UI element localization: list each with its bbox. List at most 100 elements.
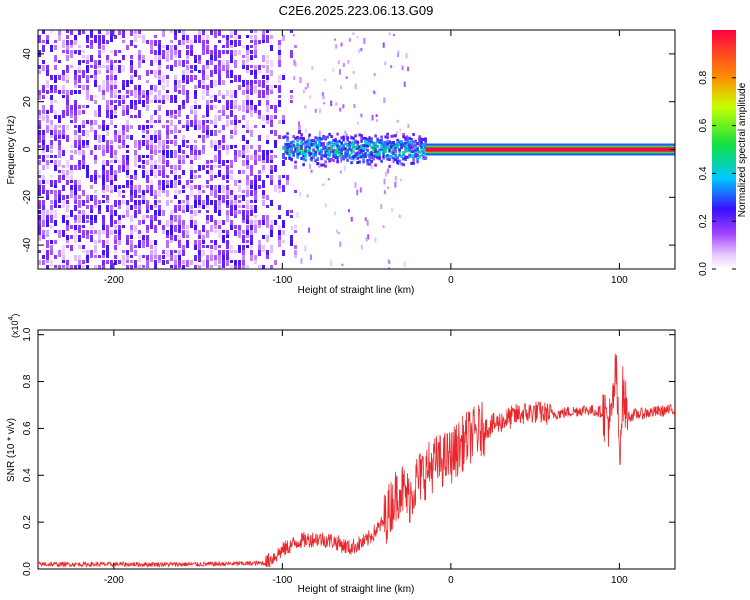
- heatmap-cell: [150, 120, 153, 124]
- heatmap-cell: [178, 250, 181, 256]
- heatmap-cell: [414, 146, 417, 150]
- heatmap-cell: [174, 85, 177, 92]
- heatmap-cell: [150, 255, 153, 262]
- heatmap-cell: [174, 135, 177, 139]
- heatmap-cell: [234, 30, 237, 37]
- heatmap-cell: [412, 133, 415, 137]
- heatmap-cell: [74, 180, 77, 185]
- heatmap-cell: [166, 145, 169, 149]
- heatmap-cell: [222, 110, 225, 116]
- heatmap-cell: [166, 55, 169, 62]
- heatmap-cell: [42, 190, 45, 194]
- heatmap-cell: [222, 145, 225, 150]
- heatmap-cell: [110, 185, 113, 193]
- heatmap-cell: [46, 40, 49, 44]
- heatmap-cell: [314, 144, 317, 148]
- heatmap-cell: [350, 143, 353, 147]
- heatmap-cell: [246, 185, 249, 192]
- heatmap-cell: [218, 220, 221, 224]
- heatmap-cell: [250, 85, 253, 92]
- heatmap-cell: [134, 35, 137, 42]
- heatmap-cell: [146, 170, 149, 177]
- heatmap-cell: [246, 50, 249, 56]
- heatmap-cell: [406, 148, 409, 152]
- heatmap-cell: [110, 75, 113, 81]
- heatmap-cell: [352, 32, 355, 35]
- heatmap-cell: [182, 265, 185, 269]
- heatmap-cell: [58, 190, 61, 195]
- heatmap-cell: [254, 260, 257, 264]
- heatmap-cell: [282, 230, 285, 235]
- heatmap-cell: [372, 144, 375, 148]
- heatmap-cell: [178, 50, 181, 58]
- heatmap-cell: [50, 240, 53, 244]
- heatmap-cell: [98, 125, 101, 129]
- heatmap-cell: [74, 115, 77, 123]
- heatmap-cell: [122, 145, 125, 148]
- heatmap-cell: [162, 190, 165, 193]
- heatmap-cell: [306, 82, 309, 88]
- heatmap-cell: [258, 240, 261, 245]
- heatmap-cell: [74, 35, 77, 42]
- heatmap-cell: [70, 170, 73, 174]
- heatmap-cell: [284, 150, 287, 154]
- heatmap-cell: [250, 50, 253, 54]
- heatmap-cell: [154, 165, 157, 169]
- heatmap-cell: [42, 65, 45, 71]
- heatmap-cell: [326, 148, 329, 152]
- heatmap-cell: [110, 60, 113, 66]
- heatmap-cell: [210, 240, 213, 243]
- heatmap-cell: [118, 165, 121, 173]
- heatmap-cell: [368, 151, 371, 155]
- heatmap-cell: [250, 245, 253, 249]
- heatmap-cell: [86, 170, 89, 178]
- heatmap-cell: [214, 115, 217, 123]
- heatmap-cell: [290, 157, 293, 161]
- heatmap-cell: [170, 120, 173, 126]
- heatmap-cell: [170, 150, 173, 158]
- heatmap-cell: [70, 50, 73, 58]
- heatmap-cell: [194, 120, 197, 127]
- heatmap-cell: [174, 95, 177, 103]
- heatmap-cell: [154, 240, 157, 247]
- heatmap-cell: [126, 260, 129, 263]
- heatmap-cell: [174, 55, 177, 58]
- heatmap-cell: [368, 139, 371, 143]
- heatmap-cell: [324, 78, 327, 81]
- heatmap-cell: [146, 90, 149, 95]
- heatmap-cell: [150, 190, 153, 196]
- heatmap-cell: [186, 225, 189, 229]
- heatmap-cell: [392, 140, 395, 144]
- heatmap-cell: [146, 160, 149, 165]
- heatmap-cell: [198, 155, 201, 160]
- heatmap-cell: [126, 240, 129, 245]
- heatmap-cell: [340, 157, 343, 163]
- heatmap-cell: [350, 148, 353, 152]
- heatmap-cell: [158, 210, 161, 216]
- heatmap-cell: [336, 160, 339, 164]
- heatmap-cell: [230, 245, 233, 249]
- heatmap-cell: [202, 245, 205, 248]
- heatmap-cell: [266, 215, 269, 220]
- heatmap-cell: [166, 190, 169, 197]
- heatmap-cell: [86, 195, 89, 203]
- heatmap-cell: [62, 50, 65, 53]
- heatmap-cell: [376, 152, 379, 156]
- heatmap-cell: [222, 50, 225, 54]
- heatmap-cell: [246, 65, 249, 73]
- heatmap-cell: [126, 175, 129, 178]
- heatmap-cell: [262, 180, 265, 188]
- heatmap-cell: [382, 154, 385, 158]
- heatmap-cell: [270, 130, 273, 134]
- heatmap-cell: [186, 55, 189, 59]
- heatmap-cell: [198, 190, 201, 194]
- heatmap-cell: [358, 160, 361, 164]
- heatmap-cell: [62, 40, 65, 48]
- heatmap-cell: [86, 75, 89, 80]
- heatmap-cell: [210, 105, 213, 110]
- heatmap-cell: [258, 70, 261, 74]
- heatmap-cell: [66, 40, 69, 46]
- heatmap-cell: [226, 100, 229, 106]
- heatmap-cell: [310, 142, 313, 146]
- heatmap-cell: [210, 250, 213, 257]
